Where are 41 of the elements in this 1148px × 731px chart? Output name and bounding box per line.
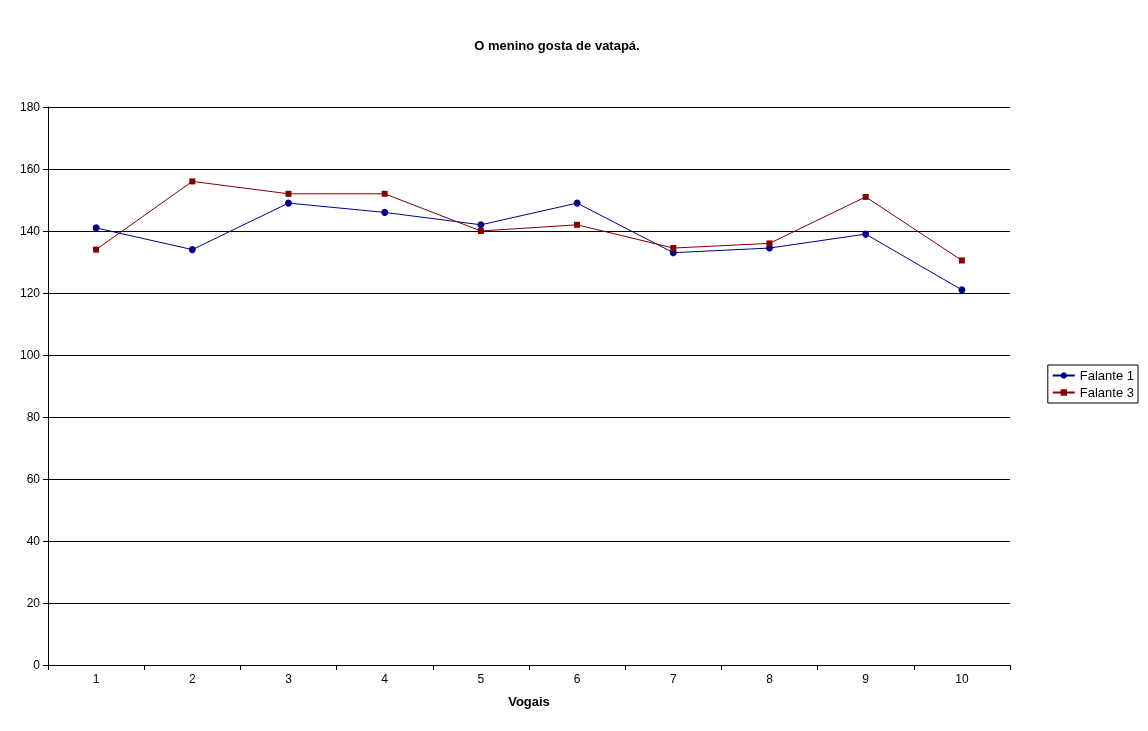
point [862, 193, 869, 200]
point [188, 246, 196, 254]
y-tick-label: 180 [19, 100, 41, 114]
point [766, 240, 773, 247]
point [477, 221, 485, 229]
point [477, 228, 484, 234]
y-tick-label: 140 [19, 224, 41, 238]
x-tick-label: 4 [381, 672, 389, 686]
point [285, 199, 292, 207]
point [381, 190, 388, 197]
x-axis-title: Vogais [508, 694, 550, 709]
legend-label: Falante 3 [1079, 385, 1134, 400]
x-tick-label: 1 [92, 672, 100, 686]
point [958, 286, 966, 294]
x-tick-label: 8 [766, 672, 774, 686]
x-tick-label: 5 [477, 672, 485, 686]
point [958, 257, 965, 264]
x-tick-label: 2 [188, 672, 196, 686]
y-tick-label: 40 [26, 534, 41, 548]
chart-title: O menino gosta de vatapá. [474, 38, 640, 53]
point [92, 224, 100, 232]
x-tick-label: 9 [862, 672, 870, 686]
x-tick-label: 10 [955, 672, 969, 686]
y-tick-label: 160 [19, 162, 41, 176]
y-tick-label: 80 [26, 410, 41, 424]
point [862, 230, 870, 238]
x-tick-label: 6 [573, 672, 581, 686]
point [285, 190, 292, 197]
x-tick-label: 3 [285, 672, 293, 686]
point [670, 245, 677, 252]
point [93, 246, 100, 253]
point [381, 208, 389, 216]
y-tick-label: 20 [26, 596, 41, 610]
y-tick-label: 0 [33, 658, 41, 672]
point [574, 221, 581, 228]
x-tick-label: 7 [669, 672, 677, 686]
point [189, 178, 196, 185]
y-tick-label: 100 [19, 348, 41, 362]
y-tick-label: 60 [26, 472, 41, 486]
legend-label: Falante 1 [1079, 368, 1134, 383]
y-tick-label: 120 [19, 286, 41, 300]
